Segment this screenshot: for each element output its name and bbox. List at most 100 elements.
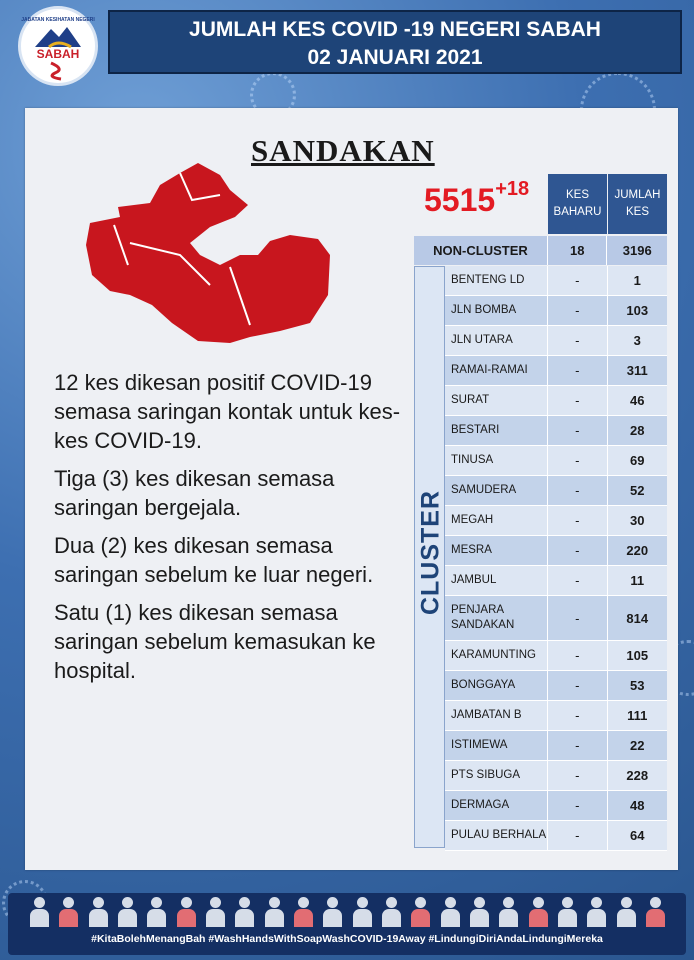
frontliner-icon <box>527 897 549 927</box>
frontliner-icon <box>380 897 402 927</box>
cluster-total-cases: 48 <box>606 791 667 820</box>
mountain-icon <box>35 27 81 49</box>
cluster-total-cases: 228 <box>606 761 667 790</box>
column-header-total: JUMLAH KES <box>608 174 667 234</box>
frontliner-icon <box>615 897 637 927</box>
table-row: PENJARA SANDAKAN -814 <box>445 596 667 641</box>
new-cases-value: +18 <box>495 178 530 201</box>
cluster-total-cases: 52 <box>606 476 667 505</box>
cluster-name: BENTENG LD <box>451 274 525 286</box>
cluster-new-cases: - <box>547 476 606 505</box>
cluster-name: PTS SIBUGA <box>451 769 521 781</box>
table-row: RAMAI-RAMAI -311 <box>445 356 667 386</box>
frontliner-icon <box>175 897 197 927</box>
column-header-new-label: KES BAHARU <box>553 189 602 218</box>
cluster-new-cases: - <box>547 701 606 730</box>
table-row: JAMBATAN B -111 <box>445 701 667 731</box>
table-row: BESTARI -28 <box>445 416 667 446</box>
cluster-new-cases: - <box>547 731 606 760</box>
note-paragraph: Satu (1) kes dikesan semasa saringan seb… <box>54 600 376 683</box>
cluster-new-cases: - <box>547 821 606 850</box>
cluster-total-cases: 46 <box>606 386 667 415</box>
table-row: JLN UTARA -3 <box>445 326 667 356</box>
cluster-name: DERMAGA <box>451 799 510 811</box>
header-title: JUMLAH KES COVID -19 NEGERI SABAH <box>189 18 601 41</box>
frontliner-icon <box>321 897 343 927</box>
cluster-name: SURAT <box>451 394 490 406</box>
note-paragraph: Dua (2) kes dikesan semasa saringan sebe… <box>54 533 374 587</box>
cluster-new-cases: - <box>547 356 606 385</box>
frontliner-icon <box>28 897 50 927</box>
cluster-new-cases: - <box>547 506 606 535</box>
cluster-total-cases: 105 <box>606 641 667 670</box>
cluster-name: JAMBATAN B <box>451 709 522 721</box>
cluster-name: JLN UTARA <box>451 334 513 346</box>
table-row: SAMUDERA -52 <box>445 476 667 506</box>
frontliner-icon <box>263 897 285 927</box>
cluster-new-cases: - <box>547 791 606 820</box>
cluster-name: PULAU BERHALA <box>451 829 547 841</box>
cluster-total-cases: 64 <box>606 821 667 850</box>
logo-word: SABAH <box>36 47 80 61</box>
column-header-total-label: JUMLAH KES <box>614 189 661 218</box>
sabah-health-logo: JABATAN KESIHATAN NEGERI SABAH <box>18 6 98 86</box>
cluster-total-cases: 22 <box>606 731 667 760</box>
header-date: 02 JANUARI 2021 <box>307 46 483 69</box>
case-notes: 12 kes dikesan positif COVID-19 semasa s… <box>54 368 419 694</box>
cluster-total-cases: 111 <box>606 701 667 730</box>
frontliner-icon <box>233 897 255 927</box>
table-row: PTS SIBUGA -228 <box>445 761 667 791</box>
table-row: KARAMUNTING -105 <box>445 641 667 671</box>
frontliner-icon <box>57 897 79 927</box>
table-row: PULAU BERHALA -64 <box>445 821 667 851</box>
footer-banner: #KitaBolehMenangBah #WashHandsWithSoapWa… <box>8 893 686 955</box>
cluster-new-cases: - <box>547 266 606 295</box>
total-cases: 5515+18 <box>424 178 529 219</box>
total-cases-value: 5515 <box>424 182 496 218</box>
cluster-new-cases: - <box>547 566 606 595</box>
cluster-new-cases: - <box>547 416 606 445</box>
cluster-total-cases: 53 <box>606 671 667 700</box>
frontliner-icon <box>644 897 666 927</box>
cluster-total-cases: 220 <box>606 536 667 565</box>
note-paragraph: 12 kes dikesan positif COVID-19 semasa s… <box>54 370 401 453</box>
cluster-name: TINUSA <box>451 454 494 466</box>
cluster-new-cases: - <box>547 641 606 670</box>
ribbon-icon <box>50 61 62 81</box>
cluster-new-cases: - <box>547 446 606 475</box>
table-row: SURAT -46 <box>445 386 667 416</box>
frontliner-icon <box>585 897 607 927</box>
cluster-name: BESTARI <box>451 424 500 436</box>
cluster-new-cases: - <box>547 386 606 415</box>
cluster-new-cases: - <box>547 596 606 640</box>
frontliner-icon <box>116 897 138 927</box>
logo-tagline: JABATAN KESIHATAN NEGERI <box>21 17 95 23</box>
page-header: JUMLAH KES COVID -19 NEGERI SABAH 02 JAN… <box>108 10 682 74</box>
cluster-total-cases: 103 <box>606 296 667 325</box>
frontliner-icon <box>87 897 109 927</box>
column-header-new: KES BAHARU <box>548 174 607 234</box>
cluster-name: KARAMUNTING <box>451 649 536 661</box>
non-cluster-new: 18 <box>548 236 608 265</box>
frontliner-icon <box>556 897 578 927</box>
district-title: SANDAKAN <box>251 133 435 168</box>
cluster-total-cases: 3 <box>606 326 667 355</box>
non-cluster-total: 3196 <box>622 243 652 258</box>
cluster-label: CLUSTER <box>416 489 445 616</box>
cluster-total-cases: 28 <box>606 416 667 445</box>
non-cluster-row: NON-CLUSTER 18 3196 <box>414 236 667 265</box>
cluster-name: MEGAH <box>451 514 494 526</box>
cluster-name: MESRA <box>451 544 492 556</box>
cluster-name: SAMUDERA <box>451 484 517 496</box>
table-row: JLN BOMBA -103 <box>445 296 667 326</box>
frontliner-icon <box>351 897 373 927</box>
table-row: BONGGAYA -53 <box>445 671 667 701</box>
frontliner-icon <box>439 897 461 927</box>
note-paragraph: Tiga (3) kes dikesan semasa saringan ber… <box>54 466 335 520</box>
frontliner-figures <box>28 897 666 927</box>
cluster-name: RAMAI-RAMAI <box>451 364 528 376</box>
cluster-new-cases: - <box>547 296 606 325</box>
cluster-total-cases: 30 <box>606 506 667 535</box>
table-row: ISTIMEWA -22 <box>445 731 667 761</box>
cluster-total-cases: 11 <box>606 566 667 595</box>
